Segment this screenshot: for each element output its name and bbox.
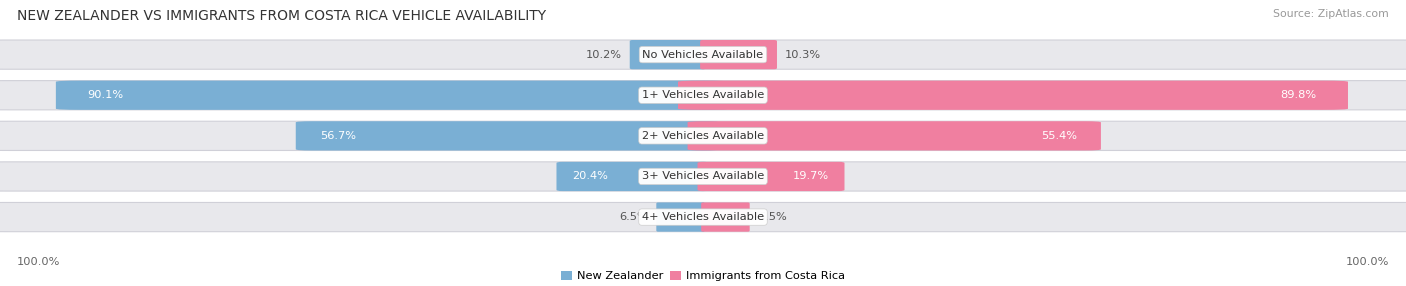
Text: 100.0%: 100.0%: [1346, 257, 1389, 267]
FancyBboxPatch shape: [56, 81, 728, 110]
Text: 10.2%: 10.2%: [586, 50, 623, 59]
Text: 55.4%: 55.4%: [1042, 131, 1077, 141]
Text: 2+ Vehicles Available: 2+ Vehicles Available: [643, 131, 763, 141]
Legend: New Zealander, Immigrants from Costa Rica: New Zealander, Immigrants from Costa Ric…: [557, 267, 849, 286]
Text: 6.5%: 6.5%: [758, 212, 787, 222]
FancyBboxPatch shape: [0, 121, 1406, 150]
FancyBboxPatch shape: [678, 81, 1348, 110]
Text: NEW ZEALANDER VS IMMIGRANTS FROM COSTA RICA VEHICLE AVAILABILITY: NEW ZEALANDER VS IMMIGRANTS FROM COSTA R…: [17, 9, 546, 23]
FancyBboxPatch shape: [697, 162, 845, 191]
FancyBboxPatch shape: [0, 81, 1406, 110]
FancyBboxPatch shape: [557, 162, 709, 191]
Text: 56.7%: 56.7%: [319, 131, 356, 141]
Text: 4+ Vehicles Available: 4+ Vehicles Available: [643, 212, 763, 222]
FancyBboxPatch shape: [0, 162, 1406, 191]
FancyBboxPatch shape: [0, 202, 1406, 232]
Text: 19.7%: 19.7%: [793, 172, 830, 181]
Text: 89.8%: 89.8%: [1281, 90, 1317, 100]
Text: 6.5%: 6.5%: [619, 212, 648, 222]
Text: 10.3%: 10.3%: [785, 50, 821, 59]
FancyBboxPatch shape: [688, 121, 1101, 150]
FancyBboxPatch shape: [630, 40, 706, 69]
Text: 1+ Vehicles Available: 1+ Vehicles Available: [643, 90, 763, 100]
Text: No Vehicles Available: No Vehicles Available: [643, 50, 763, 59]
FancyBboxPatch shape: [700, 40, 778, 69]
FancyBboxPatch shape: [702, 202, 749, 232]
FancyBboxPatch shape: [295, 121, 718, 150]
Text: 100.0%: 100.0%: [17, 257, 60, 267]
FancyBboxPatch shape: [657, 202, 704, 232]
Text: 20.4%: 20.4%: [572, 172, 609, 181]
Text: 3+ Vehicles Available: 3+ Vehicles Available: [643, 172, 763, 181]
FancyBboxPatch shape: [0, 40, 1406, 69]
Text: Source: ZipAtlas.com: Source: ZipAtlas.com: [1274, 9, 1389, 19]
Text: 90.1%: 90.1%: [87, 90, 124, 100]
